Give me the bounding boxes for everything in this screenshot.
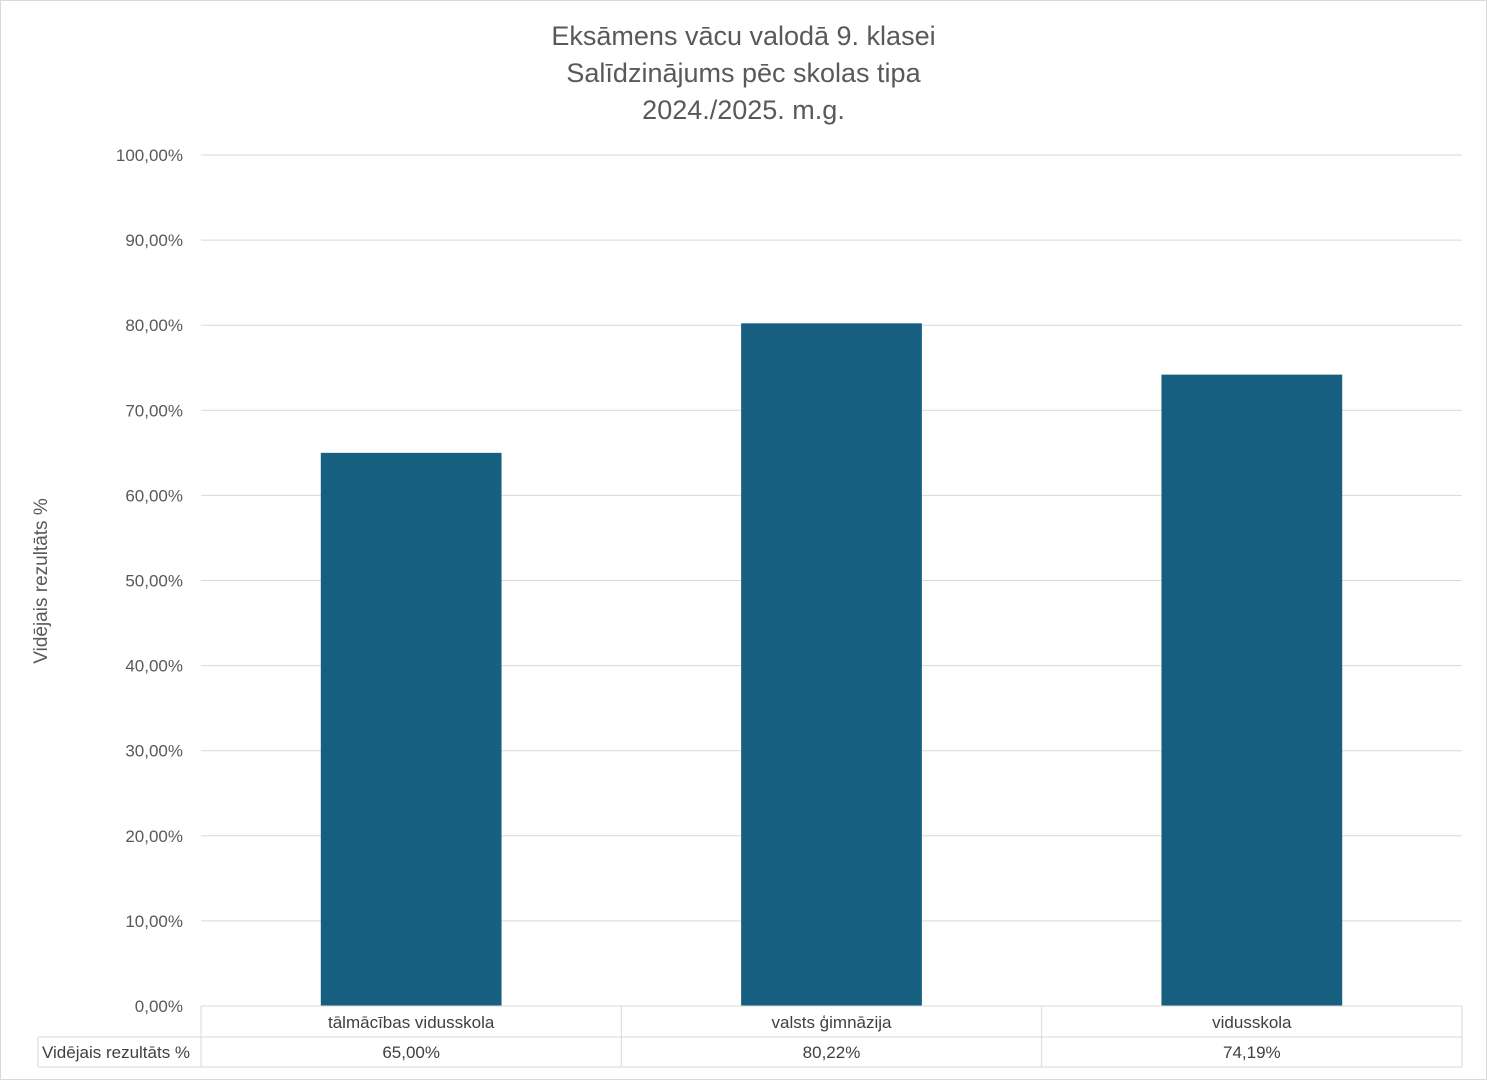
x-category-label: tālmācības vidusskola (328, 1013, 495, 1032)
table-row-label: Vidējais rezultāts % (42, 1043, 190, 1062)
y-tick-label: 20,00% (125, 827, 183, 846)
bar-1 (320, 452, 502, 1007)
y-tick-label: 60,00% (125, 486, 183, 505)
y-tick-labels: 0,00% 10,00% 20,00% 30,00% 40,00% 50,00% 60,00… (116, 146, 183, 1016)
y-tick-label: 80,00% (125, 316, 183, 335)
chart-title-line-1: Eksāmens vācu valodā 9. klasei (551, 21, 936, 51)
y-tick-label: 70,00% (125, 401, 183, 420)
table-value-label: 74,19% (1223, 1043, 1281, 1062)
x-category-label: vidusskola (1212, 1013, 1292, 1032)
y-tick-label: 40,00% (125, 657, 183, 676)
x-category-label: valsts ģimnāzija (772, 1013, 893, 1032)
y-tick-label: 90,00% (125, 231, 183, 250)
y-tick-label: 10,00% (125, 912, 183, 931)
table-value-label: 80,22% (803, 1043, 861, 1062)
bar-2 (741, 323, 922, 1007)
data-table: Vidējais rezultāts % tālmācības vidusskol… (37, 1005, 1463, 1068)
y-tick-label: 100,00% (116, 146, 183, 165)
chart-title-line-2: Salīdzinājums pēc skolas tipa (566, 58, 921, 88)
bar-3 (1161, 374, 1343, 1007)
table-value-label: 65,00% (382, 1043, 440, 1062)
y-tick-label: 30,00% (125, 742, 183, 761)
bars (320, 323, 1343, 1007)
chart-title-line-3: 2024./2025. m.g. (642, 95, 845, 125)
y-tick-label: 0,00% (135, 997, 183, 1016)
y-tick-label: 50,00% (125, 572, 183, 591)
chart-title: Eksāmens vācu valodā 9. klasei Salīdzinā… (0, 18, 1487, 129)
